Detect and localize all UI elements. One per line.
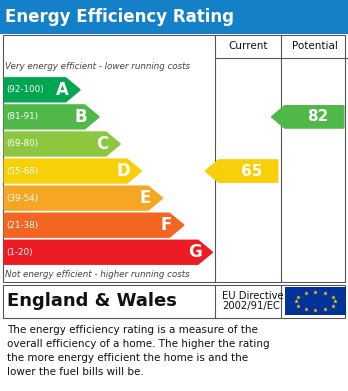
Text: D: D [117, 162, 130, 180]
Text: England & Wales: England & Wales [7, 292, 177, 310]
Polygon shape [4, 132, 120, 156]
Polygon shape [4, 78, 80, 102]
Polygon shape [4, 213, 184, 237]
Text: (92-100): (92-100) [6, 85, 44, 94]
Text: Very energy efficient - lower running costs: Very energy efficient - lower running co… [5, 61, 190, 70]
Text: (55-68): (55-68) [6, 167, 39, 176]
Text: EU Directive: EU Directive [222, 291, 284, 301]
Text: 82: 82 [307, 109, 329, 124]
Text: Energy Efficiency Rating: Energy Efficiency Rating [5, 8, 234, 26]
Polygon shape [4, 105, 99, 129]
Polygon shape [4, 186, 163, 210]
Text: G: G [188, 243, 201, 261]
Bar [3, 285, 345, 317]
Text: A: A [56, 81, 69, 99]
Text: (21-38): (21-38) [6, 221, 39, 230]
Text: 2002/91/EC: 2002/91/EC [222, 301, 280, 312]
Text: (1-20): (1-20) [6, 248, 33, 257]
Text: C: C [96, 135, 109, 153]
Text: Not energy efficient - higher running costs: Not energy efficient - higher running co… [5, 270, 190, 279]
Text: B: B [75, 108, 88, 126]
Polygon shape [4, 159, 142, 183]
Polygon shape [4, 240, 213, 264]
Text: Current: Current [228, 41, 268, 51]
Text: F: F [160, 216, 172, 234]
Polygon shape [271, 106, 344, 128]
Text: (81-91): (81-91) [6, 112, 38, 121]
Text: Potential: Potential [292, 41, 338, 51]
Text: (69-80): (69-80) [6, 140, 39, 149]
Text: E: E [139, 189, 150, 207]
Polygon shape [205, 160, 278, 182]
Text: The energy efficiency rating is a measure of the
overall efficiency of a home. T: The energy efficiency rating is a measur… [7, 325, 269, 377]
Text: 65: 65 [241, 163, 262, 179]
Text: (39-54): (39-54) [6, 194, 39, 203]
